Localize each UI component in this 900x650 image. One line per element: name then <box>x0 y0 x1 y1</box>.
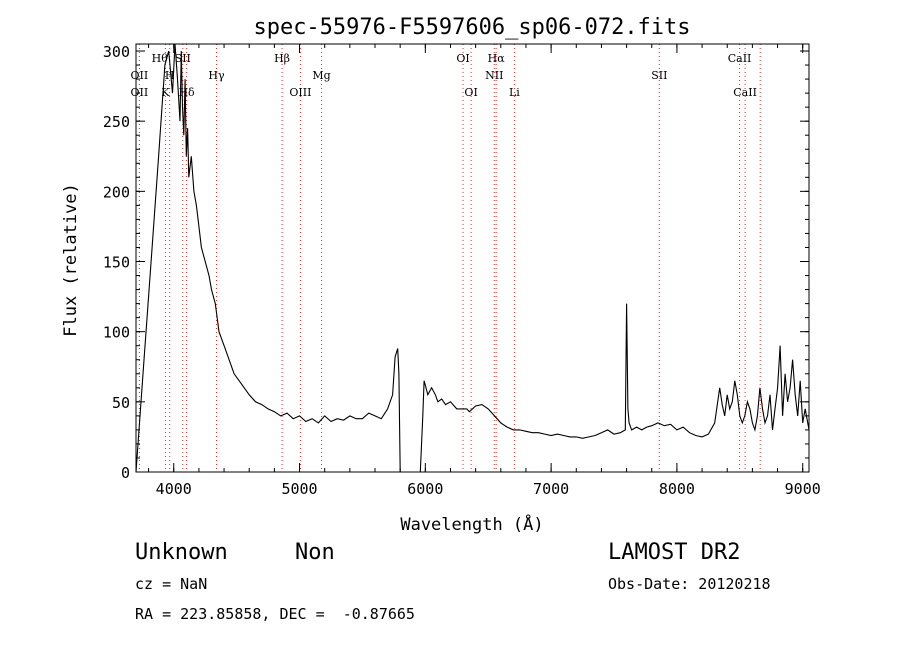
spectral-line-label: H <box>165 69 175 82</box>
spectral-line-label: CaII <box>728 52 752 65</box>
spectral-line-label: OIII <box>289 86 311 99</box>
x-tick-label: 7000 <box>533 480 569 498</box>
object-subclass: Non <box>295 540 335 565</box>
spectral-line-markers <box>138 44 761 472</box>
x-axis-label: Wavelength (Å) <box>400 513 543 535</box>
y-axis: 0 50 100 150 200 250 300 <box>103 43 809 482</box>
spectral-line-label: OI <box>456 52 469 65</box>
spectral-line-label: CaII <box>733 86 757 99</box>
x-tick-label: 5000 <box>281 480 317 498</box>
y-tick-label: 200 <box>103 183 130 201</box>
obs-date: Obs-Date: 20120218 <box>608 575 771 593</box>
y-tick-label: 100 <box>103 324 130 342</box>
ra-dec: RA = 223.85858, DEC = -0.87665 <box>135 605 415 623</box>
survey-name: LAMOST DR2 <box>608 540 741 565</box>
y-tick-label: 0 <box>121 464 130 482</box>
spectral-line-label: Hα <box>488 52 506 65</box>
chart-title: spec-55976-F5597606_sp06-072.fits <box>253 15 690 40</box>
x-tick-label: 6000 <box>407 480 443 498</box>
x-tick-label: 9000 <box>785 480 821 498</box>
y-tick-label: 50 <box>112 394 130 412</box>
object-class: Unknown <box>135 540 228 565</box>
spectral-line-label: OII <box>131 69 149 82</box>
y-tick-label: 300 <box>103 43 130 61</box>
spectral-line-label: Hθ <box>152 52 169 65</box>
spectral-line-label: Mg <box>312 69 330 82</box>
spectral-line-label: SII <box>175 52 191 65</box>
plot-frame <box>135 43 810 473</box>
spectral-line-label: Hβ <box>274 52 290 65</box>
x-axis: 4000 5000 6000 7000 8000 9000 <box>148 44 821 498</box>
y-axis-label: Flux (relative) <box>61 183 81 337</box>
y-tick-label: 250 <box>103 113 130 131</box>
spectral-line-label: OII <box>131 86 149 99</box>
spectral-line-label: K <box>161 86 170 99</box>
cz-value: cz = NaN <box>135 575 208 593</box>
spectral-line-label: Hγ <box>208 69 225 82</box>
spectral-line-label: SII <box>651 69 667 82</box>
spectrum-series-line <box>135 43 810 473</box>
spectral-line-label: OI <box>464 86 477 99</box>
x-tick-label: 4000 <box>156 480 192 498</box>
x-tick-label: 8000 <box>659 480 695 498</box>
y-tick-label: 150 <box>103 254 130 272</box>
spectral-line-label: Li <box>509 86 520 99</box>
spectral-line-label: NII <box>485 69 503 82</box>
